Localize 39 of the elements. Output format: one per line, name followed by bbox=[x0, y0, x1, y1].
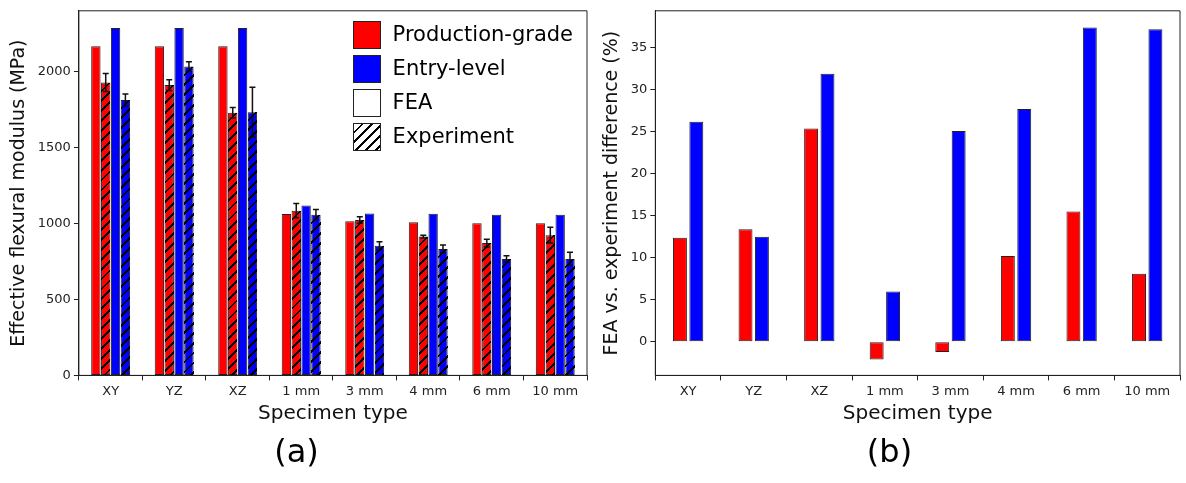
y-tick-label: 20 bbox=[630, 165, 648, 181]
y-tick-label: 15 bbox=[630, 207, 648, 223]
x-tick-label: 3 mm bbox=[345, 382, 384, 398]
x-tick-label: XZ bbox=[228, 382, 247, 398]
y-tick-label: 1500 bbox=[37, 138, 71, 154]
y-tick-label: 500 bbox=[46, 290, 71, 306]
annotation: Experiment bbox=[392, 124, 514, 149]
y-tick-label: 30 bbox=[630, 81, 648, 97]
x-tick-label: 1 mm bbox=[282, 382, 321, 398]
y-tick-label: 10 bbox=[630, 249, 648, 265]
legend-label: Production-grade bbox=[392, 22, 573, 47]
y-tick-label: 25 bbox=[630, 123, 648, 139]
y-axis-title: FEA vs. experiment difference (%) bbox=[599, 30, 622, 356]
x-axis-title: Specimen type bbox=[842, 400, 993, 425]
y-tick-label: 0 bbox=[62, 366, 71, 382]
y-tick-label: 5 bbox=[639, 291, 648, 307]
y-tick-label: 0 bbox=[639, 333, 648, 349]
x-tick-label: 6 mm bbox=[472, 382, 511, 398]
text: (a) bbox=[273, 432, 320, 470]
x-tick-label: 4 mm bbox=[409, 382, 448, 398]
x-tick-label: 6 mm bbox=[1062, 382, 1101, 398]
x-axis-title: Specimen type bbox=[258, 400, 408, 425]
x-tick-label: XY bbox=[679, 382, 697, 398]
y-tick-label: 1000 bbox=[37, 214, 71, 230]
x-tick-label: YZ bbox=[744, 382, 763, 398]
x-tick-label: 10 mm bbox=[532, 382, 579, 398]
x-tick-label: 4 mm bbox=[997, 382, 1035, 398]
x-tick-label: XY bbox=[102, 382, 120, 398]
text: (b) bbox=[865, 432, 914, 470]
x-tick-label: 10 mm bbox=[1124, 382, 1171, 398]
y-tick-label: 35 bbox=[630, 39, 648, 55]
y-axis-title: Effective flexural modulus (MPa) bbox=[6, 39, 29, 347]
x-tick-label: XZ bbox=[810, 382, 829, 398]
y-tick-label: 2000 bbox=[37, 62, 71, 78]
annotation: FEA bbox=[392, 90, 433, 115]
x-tick-label: YZ bbox=[164, 382, 183, 398]
legend-label: Entry-level bbox=[392, 56, 506, 81]
x-tick-label: 1 mm bbox=[866, 382, 904, 398]
x-tick-label: 3 mm bbox=[931, 382, 970, 398]
